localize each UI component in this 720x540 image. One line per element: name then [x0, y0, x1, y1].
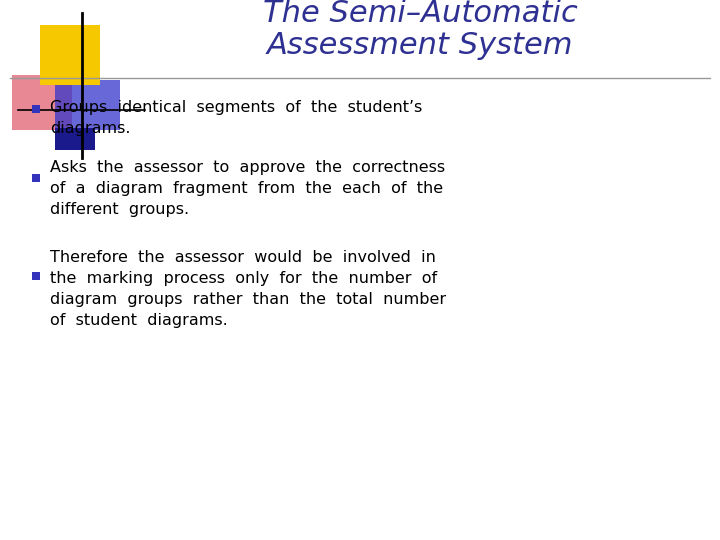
Bar [32, 105, 40, 113]
Text: Groups  identical  segments  of  the  student’s
diagrams.: Groups identical segments of the student… [50, 100, 422, 136]
Bar [40, 25, 100, 85]
Text: Therefore  the  assessor  would  be  involved  in
the  marking  process  only  f: Therefore the assessor would be involved… [50, 250, 446, 328]
Bar [55, 128, 95, 150]
Bar [55, 80, 120, 130]
Text: The Semi–Automatic: The Semi–Automatic [263, 0, 577, 28]
Text: Assessment System: Assessment System [266, 31, 573, 60]
Text: Asks  the  assessor  to  approve  the  correctness
of  a  diagram  fragment  fro: Asks the assessor to approve the correct… [50, 160, 445, 217]
Bar [32, 173, 40, 181]
Bar [32, 272, 40, 280]
Bar [12, 75, 72, 130]
